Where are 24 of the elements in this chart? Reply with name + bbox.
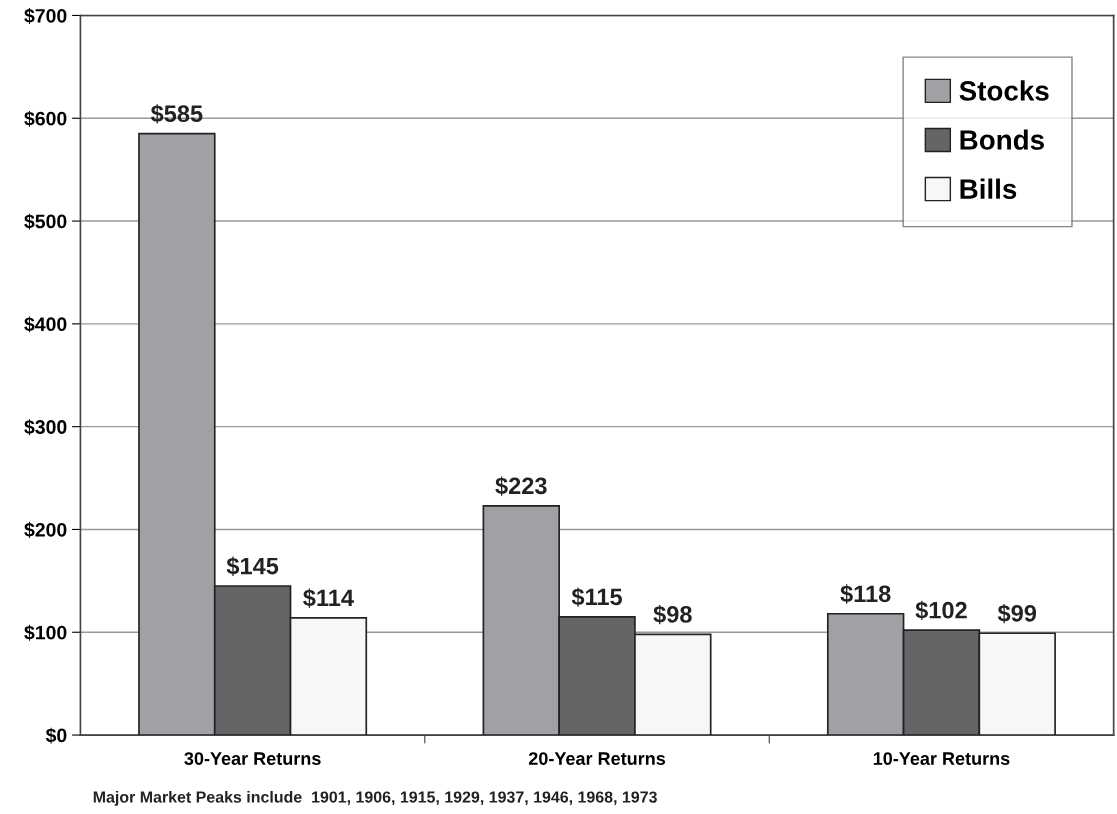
data-label: $115 [571,587,622,607]
y-tick-label: $200 [24,522,67,538]
data-label: $585 [150,104,203,124]
data-label: $99 [997,603,1037,624]
x-tick-label: 30-Year Returns [184,752,321,765]
data-label: $98 [653,604,692,625]
data-label: $118 [840,584,891,604]
data-label: $102 [915,600,967,621]
text: Major Market Peaks include 1901, 1906, 1915, 1929, 1937, 1946, 1968, 1973 [93,790,657,806]
y-tick-label: $0 [45,727,67,744]
y-tick-label: $300 [24,419,67,436]
legend-label: Stocks [959,80,1049,101]
data-label: $114 [303,588,354,608]
y-tick-label: $700 [24,8,67,24]
x-tick-label: 20-Year Returns [528,752,666,765]
y-tick-label: $100 [24,624,67,641]
data-label: $223 [495,476,547,496]
legend-label: Bills [960,178,1017,199]
y-tick-label: $400 [24,316,67,333]
y-tick-label: $600 [24,110,67,127]
legend-label: Bonds [960,129,1044,150]
y-tick-label: $500 [24,213,67,230]
data-label: $145 [226,556,279,576]
x-tick-label: 10-Year Returns [873,752,1010,765]
